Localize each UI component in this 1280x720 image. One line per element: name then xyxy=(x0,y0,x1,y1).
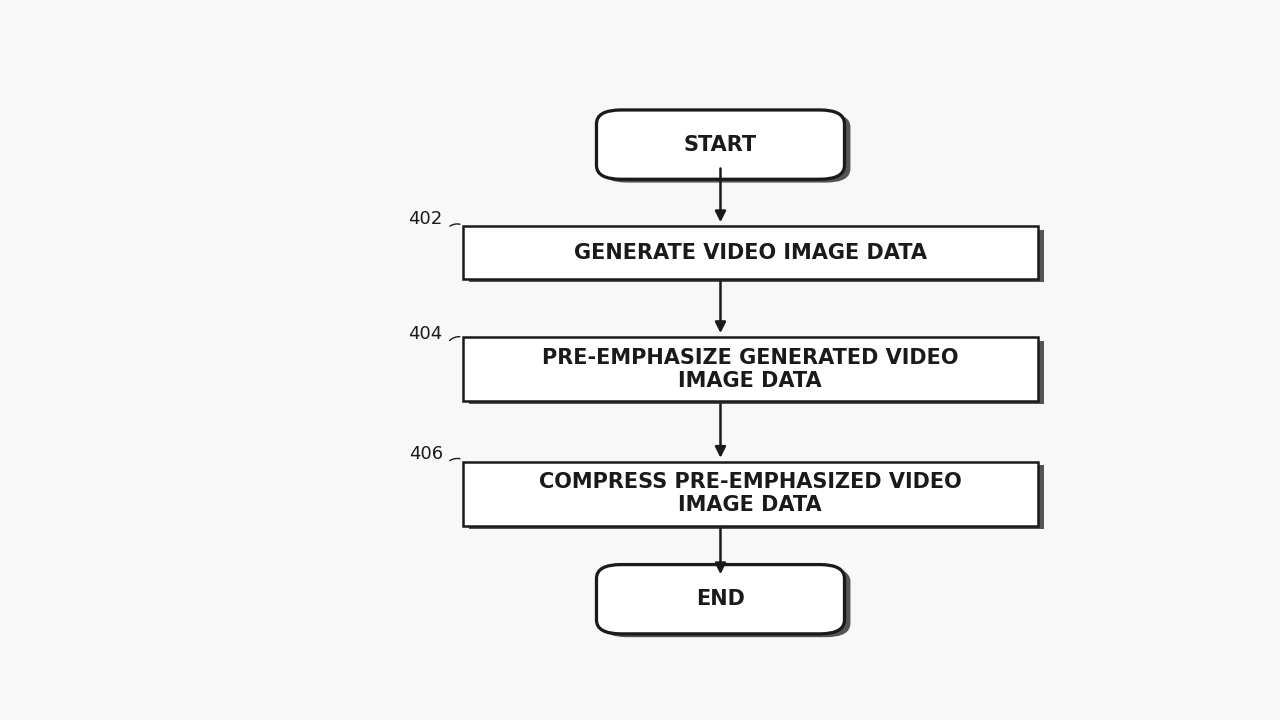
FancyBboxPatch shape xyxy=(596,564,845,634)
Bar xyxy=(468,465,1044,529)
Text: 402: 402 xyxy=(408,210,443,228)
Bar xyxy=(462,337,1038,401)
Text: GENERATE VIDEO IMAGE DATA: GENERATE VIDEO IMAGE DATA xyxy=(573,243,927,263)
Text: START: START xyxy=(684,135,756,155)
Bar xyxy=(462,462,1038,526)
Text: PRE-EMPHASIZE GENERATED VIDEO
IMAGE DATA: PRE-EMPHASIZE GENERATED VIDEO IMAGE DATA xyxy=(541,348,959,391)
Bar xyxy=(468,341,1044,405)
FancyBboxPatch shape xyxy=(603,568,850,637)
FancyBboxPatch shape xyxy=(603,113,850,183)
Text: COMPRESS PRE-EMPHASIZED VIDEO
IMAGE DATA: COMPRESS PRE-EMPHASIZED VIDEO IMAGE DATA xyxy=(539,472,961,516)
Bar xyxy=(468,230,1044,282)
FancyBboxPatch shape xyxy=(596,110,845,179)
Text: END: END xyxy=(696,589,745,609)
Text: 404: 404 xyxy=(408,325,443,343)
Text: 406: 406 xyxy=(408,445,443,463)
Bar xyxy=(462,226,1038,279)
